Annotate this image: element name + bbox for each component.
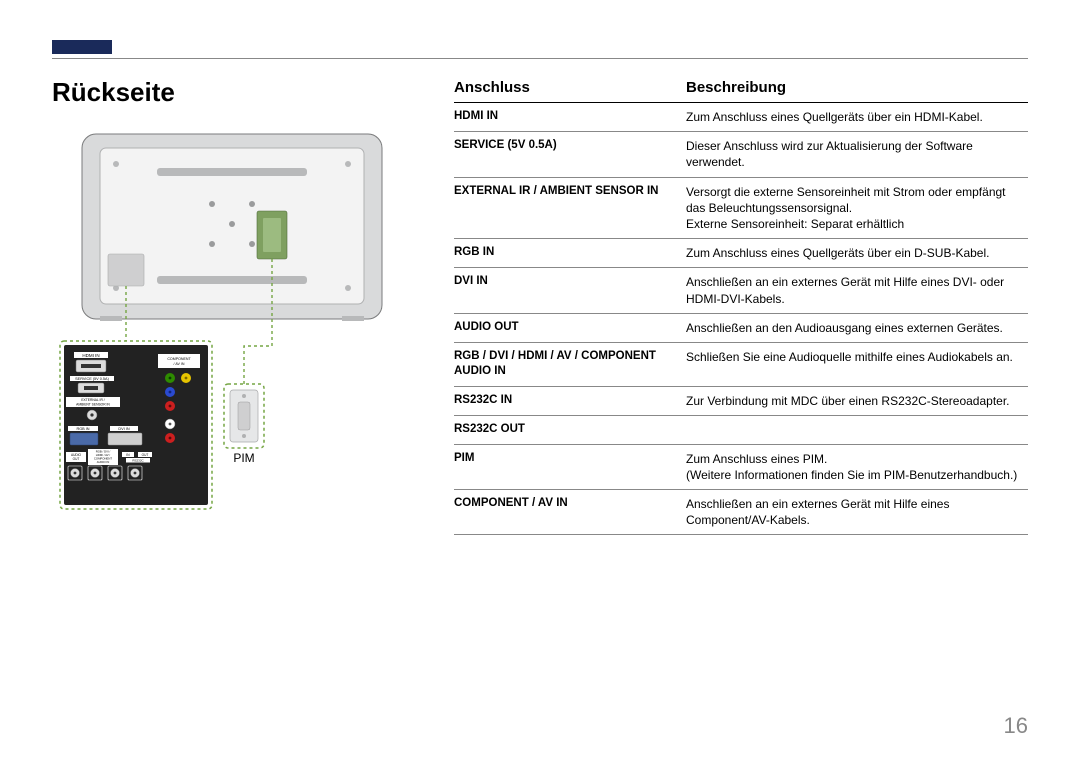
hdmi-slot: [81, 364, 101, 368]
desc-cell: Versorgt die externe Sensoreinheit mit S…: [686, 177, 1028, 239]
desc-cell: Anschließen an ein externes Gerät mit Hi…: [686, 268, 1028, 313]
table-row: SERVICE (5V 0.5A) Dieser Anschluss wird …: [454, 132, 1028, 177]
vent-bottom: [157, 276, 307, 284]
svg-text:/ AV IN: / AV IN: [174, 362, 185, 366]
page-title: Rückseite: [52, 77, 422, 108]
desc-cell: Dieser Anschluss wird zur Aktualisierung…: [686, 132, 1028, 177]
desc-cell: Anschließen an den Audioausgang eines ex…: [686, 313, 1028, 342]
dvi-label: DVI IN: [118, 427, 129, 431]
table-row: PIM Zum Anschluss eines PIM.(Weitere Inf…: [454, 444, 1028, 489]
page: Rückseite: [0, 0, 1080, 763]
vesa-hole: [249, 201, 255, 207]
svg-text:COMPONENT: COMPONENT: [167, 357, 191, 361]
table-header-row: Anschluss Beschreibung: [454, 77, 1028, 103]
table-row: RGB IN Zum Anschluss eines Quellgeräts ü…: [454, 239, 1028, 268]
service-label: SERVICE (5V 0.5A): [75, 377, 109, 381]
port-cell: COMPONENT / AV IN: [454, 489, 686, 534]
audioout-2: OUT: [73, 457, 80, 461]
pim-screw: [242, 394, 246, 398]
th-desc: Beschreibung: [686, 77, 1028, 103]
port-cell: SERVICE (5V 0.5A): [454, 132, 686, 177]
table-row: RGB / DVI / HDMI / AV / COMPONENT AUDIO …: [454, 342, 1028, 386]
vga-port-icon: [70, 433, 98, 445]
rgb-label: RGB IN: [76, 427, 89, 431]
port-cell: RGB IN: [454, 239, 686, 268]
vesa-hole: [249, 241, 255, 247]
extir-label-2: AMBIENT SENSOR IN: [76, 402, 110, 406]
port-cell: RS232C OUT: [454, 416, 686, 445]
rsout-label: OUT: [142, 453, 149, 457]
table-body: HDMI IN Zum Anschluss eines Quellgeräts …: [454, 103, 1028, 535]
port-cell: PIM: [454, 444, 686, 489]
hdmi-label: HDMI IN: [82, 353, 99, 358]
mount-dot: [345, 285, 351, 291]
port-cell: DVI IN: [454, 268, 686, 313]
port-cell: EXTERNAL IR / AMBIENT SENSOR IN: [454, 177, 686, 239]
mount-dot: [113, 161, 119, 167]
tv-back-group: [82, 134, 382, 321]
pim-conn: [238, 402, 250, 430]
diagram-svg: HDMI IN SERVICE (5V 0.5A) EXTERNAL IR / …: [52, 126, 422, 526]
table-row: HDMI IN Zum Anschluss eines Quellgeräts …: [454, 103, 1028, 132]
desc-cell: Zur Verbindung mit MDC über einen RS232C…: [686, 386, 1028, 415]
desc-cell: Zum Anschluss eines Quellgeräts über ein…: [686, 239, 1028, 268]
dvi-port-icon: [108, 433, 142, 445]
vent-top: [157, 168, 307, 176]
foot: [100, 316, 122, 321]
desc-cell: Zum Anschluss eines Quellgeräts über ein…: [686, 103, 1028, 132]
port-cell: RS232C IN: [454, 386, 686, 415]
left-column: Rückseite: [52, 77, 422, 535]
desc-cell: Anschließen an ein externes Gerät mit Hi…: [686, 489, 1028, 534]
rs232c-label: RS232C: [132, 459, 144, 463]
pim-module-box: [224, 384, 264, 448]
two-column-layout: Rückseite: [52, 77, 1028, 535]
top-rule: [52, 58, 1028, 59]
port-cell: HDMI IN: [454, 103, 686, 132]
port-callout-panel: HDMI IN SERVICE (5V 0.5A) EXTERNAL IR / …: [60, 341, 212, 509]
svg-text:AUDIO IN: AUDIO IN: [97, 460, 109, 464]
port-cell: RGB / DVI / HDMI / AV / COMPONENT AUDIO …: [454, 342, 686, 386]
table-row: RS232C IN Zur Verbindung mit MDC über ei…: [454, 386, 1028, 415]
pim-slot-inner: [263, 218, 281, 252]
mount-dot: [345, 161, 351, 167]
right-column: Anschluss Beschreibung HDMI IN Zum Ansch…: [454, 77, 1028, 535]
vesa-hole: [209, 201, 215, 207]
vesa-hole: [209, 241, 215, 247]
foot: [342, 316, 364, 321]
table-row: COMPONENT / AV IN Anschließen an ein ext…: [454, 489, 1028, 534]
table-row: EXTERNAL IR / AMBIENT SENSOR IN Versorgt…: [454, 177, 1028, 239]
table-row: RS232C OUT: [454, 416, 1028, 445]
table-row: DVI IN Anschließen an ein externes Gerät…: [454, 268, 1028, 313]
desc-cell: Schließen Sie eine Audioquelle mithilfe …: [686, 342, 1028, 386]
brand-bar: [52, 40, 112, 54]
rear-panel-diagram: HDMI IN SERVICE (5V 0.5A) EXTERNAL IR / …: [52, 126, 412, 526]
pim-caption: PIM: [233, 451, 254, 465]
port-cell: AUDIO OUT: [454, 313, 686, 342]
th-port: Anschluss: [454, 77, 686, 103]
ir-jack-hole: [90, 413, 93, 416]
page-number: 16: [1004, 713, 1028, 739]
vesa-hole: [229, 221, 235, 227]
pim-screw: [242, 434, 246, 438]
port-spec-table: Anschluss Beschreibung HDMI IN Zum Ansch…: [454, 77, 1028, 535]
table-row: AUDIO OUT Anschließen an den Audioausgan…: [454, 313, 1028, 342]
desc-cell: Zum Anschluss eines PIM.(Weitere Informa…: [686, 444, 1028, 489]
usb-slot: [84, 386, 98, 390]
desc-cell: [686, 416, 1028, 445]
port-area-small: [108, 254, 144, 286]
